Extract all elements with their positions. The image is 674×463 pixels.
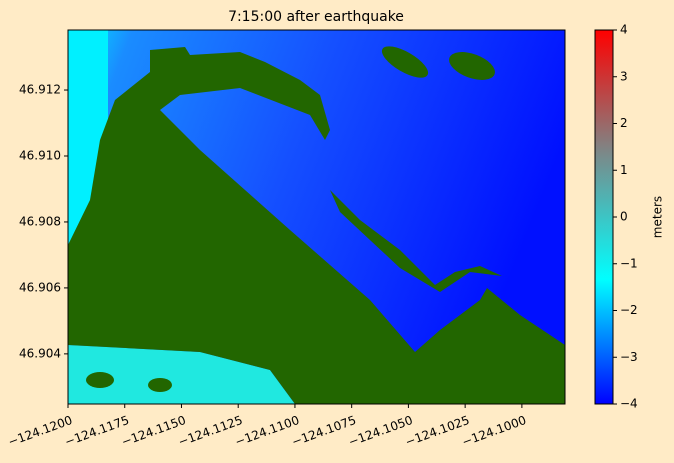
y-tick-label: 46.904 (19, 346, 61, 360)
colorbar-tick-label: 3 (620, 69, 628, 83)
land-patch (86, 372, 114, 388)
colorbar-tick-label: −1 (620, 256, 638, 270)
chart-title: 7:15:00 after earthquake (228, 9, 404, 25)
land (68, 47, 565, 404)
land-patch (148, 378, 172, 392)
island (449, 52, 495, 80)
colorbar-tick-label: −3 (620, 350, 638, 364)
x-tick-label: −124.1200 (6, 413, 74, 449)
island (381, 46, 429, 78)
colorbar-tick-label: −2 (620, 303, 638, 317)
x-tick-label: −124.1125 (176, 413, 244, 449)
land-spit (330, 190, 502, 292)
colorbar-tick-label: 4 (620, 23, 628, 37)
plot-frame (67, 29, 566, 405)
x-tick-label: −124.1175 (63, 413, 131, 449)
colorbar-tick-label: −4 (620, 397, 638, 411)
colorbar (594, 29, 614, 405)
colorbar-tick-label: 1 (620, 163, 628, 177)
map (68, 30, 565, 404)
x-tick-label: −124.1050 (347, 413, 415, 449)
colorbar-tick-label: 2 (620, 116, 628, 130)
x-tick-label: −124.1025 (403, 413, 471, 449)
x-tick-label: −124.1150 (120, 413, 188, 449)
x-tick-label: −124.1100 (233, 413, 301, 449)
colorbar-label: meters (651, 196, 665, 238)
x-tick-label: −124.1000 (460, 413, 528, 449)
y-tick-label: 46.910 (19, 148, 61, 162)
y-tick-label: 46.908 (19, 214, 61, 228)
x-tick-label: −124.1075 (290, 413, 358, 449)
y-tick-label: 46.912 (19, 83, 61, 97)
flooded-land (68, 345, 295, 404)
colorbar-tick-label: 0 (620, 210, 628, 224)
y-tick-label: 46.906 (19, 280, 61, 294)
